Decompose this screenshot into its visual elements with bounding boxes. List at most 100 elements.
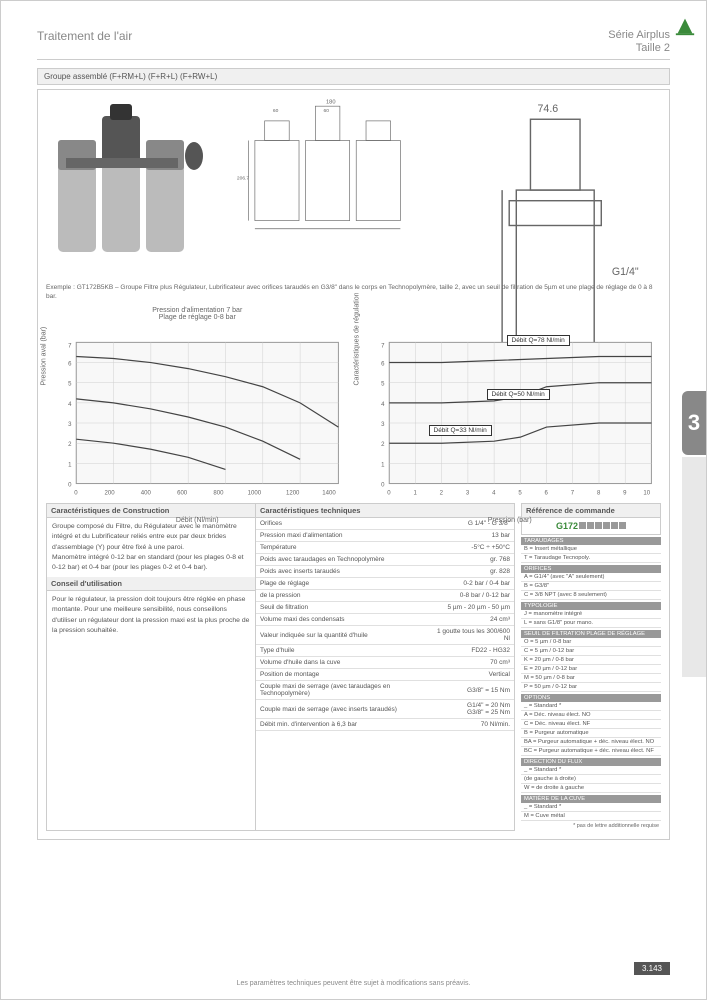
header-series: Série Airplus [608, 29, 670, 42]
ref-group-table: TYPOLOGIEJ = manomètre intégréL = sans G… [521, 602, 661, 628]
chart-flow-xlabel: Débit (Nl/min) [46, 517, 349, 524]
ref-option: W = de droite à gauche [521, 784, 661, 793]
ref-group-table: ORIFICESA = G1/4" (avec "A" seulement)B … [521, 565, 661, 600]
tech-value: 13 bar [431, 530, 514, 542]
footer: Les paramètres techniques peuvent être s… [1, 980, 706, 987]
ref-option: C = 5 µm / 0-12 bar [521, 647, 661, 656]
tech-value: -5°C ÷ +50°C [431, 542, 514, 554]
tech-value: G1/4" = 20 Nm G3/8" = 25 Nm [431, 700, 514, 719]
tech-value: gr. 828 [431, 566, 514, 578]
ref-option: B = Insert métallique [521, 545, 661, 554]
chart-regulation: Caractéristiques de régulation [359, 307, 662, 497]
product-photo [46, 98, 226, 268]
svg-text:1400: 1400 [322, 491, 336, 497]
ref-option: J = manomètre intégré [521, 610, 661, 619]
ref-option: BC = Purgeur automatique + déc. niveau é… [521, 747, 661, 756]
reference-footnote: * pas de lettre additionnelle requise [521, 821, 661, 831]
svg-text:400: 400 [141, 491, 152, 497]
svg-text:800: 800 [213, 491, 224, 497]
svg-text:0: 0 [74, 491, 78, 497]
header-left: Traitement de l'air [37, 29, 132, 43]
tech-label: Position de montage [256, 669, 431, 681]
ref-option: C = 3/8 NPT (avec 8 seulement) [521, 591, 661, 600]
ref-group-table: MATIÈRE DE LA CUVE_ = Standard *M = Cuve… [521, 795, 661, 821]
construction-col: Caractéristiques de Construction Groupe … [46, 503, 256, 831]
ref-option: BA = Purgeur automatique + déc. niveau é… [521, 738, 661, 747]
ref-group-header: MATIÈRE DE LA CUVE [521, 795, 661, 803]
tech-label: Poids avec taraudages en Technopolymère [256, 554, 431, 566]
svg-text:3: 3 [465, 491, 469, 497]
ref-option: P = 50 µm / 0-12 bar [521, 683, 661, 692]
ref-option: M = Cuve métal [521, 812, 661, 821]
ref-option: _ = Standard * [521, 766, 661, 775]
ref-option: A = G1/4" (avec "A" seulement) [521, 573, 661, 582]
ref-option: T = Taraudage Tecnopoly. [521, 554, 661, 563]
svg-text:2: 2 [439, 491, 443, 497]
tech-value: 0-8 bar / 0-12 bar [431, 590, 514, 602]
reference-groups: TARAUDAGESB = Insert métalliqueT = Tarau… [521, 537, 661, 821]
charts-row: Pression d'alimentation 7 bar Plage de r… [46, 307, 661, 497]
header-size: Taille 2 [608, 42, 670, 55]
tech-value: Vertical [431, 669, 514, 681]
svg-text:600: 600 [177, 491, 188, 497]
ref-option: _ = Standard * [521, 702, 661, 711]
svg-text:60: 60 [324, 108, 330, 114]
tech-label: Poids avec inserts taraudés [256, 566, 431, 578]
side-tab: 3 [682, 391, 706, 455]
svg-text:1000: 1000 [248, 491, 262, 497]
tech-label: Pression maxi d'alimentation [256, 530, 431, 542]
svg-text:6: 6 [68, 362, 72, 368]
reference-col: Référence de commande G172 TARAUDAGESB =… [521, 503, 661, 831]
drawing-front: 180 60 60 206.7 [232, 98, 445, 239]
ref-group-table: OPTIONS_ = Standard *A = Déc. niveau éle… [521, 694, 661, 756]
svg-text:6: 6 [381, 362, 385, 368]
ref-option: C = Déc. niveau élect. NF [521, 720, 661, 729]
tech-label: de la pression [256, 590, 431, 602]
content-box: 180 60 60 206.7 7 4 [37, 89, 670, 840]
tech-value: 24 cm³ [431, 614, 514, 626]
ref-group-table: SEUIL DE FILTRATION PLAGE DE RÉGLAGEO = … [521, 630, 661, 692]
svg-text:5: 5 [381, 382, 385, 388]
page-number: 3.143 [634, 962, 670, 975]
svg-text:7: 7 [381, 344, 385, 350]
page: Traitement de l'air Série Airplus Taille… [0, 0, 707, 1000]
svg-text:4: 4 [381, 402, 385, 408]
svg-text:0: 0 [387, 491, 391, 497]
ref-group-header: DIRECTION DU FLUX [521, 758, 661, 766]
chart-reg-spacer [359, 307, 662, 321]
tech-label: Seuil de filtration [256, 602, 431, 614]
ref-option: K = 20 µm / 0-8 bar [521, 656, 661, 665]
ref-option: M = 50 µm / 0-8 bar [521, 674, 661, 683]
tech-value: gr. 768 [431, 554, 514, 566]
svg-text:7: 7 [68, 344, 72, 350]
svg-text:3: 3 [381, 422, 385, 428]
ref-option: (de gauche à droite) [521, 775, 661, 784]
advice-title: Conseil d'utilisation [47, 577, 255, 591]
specs-row: Caractéristiques de Construction Groupe … [46, 503, 661, 831]
tech-label: Type d'huile [256, 645, 431, 657]
technical-drawings: 180 60 60 206.7 74 [232, 98, 661, 278]
svg-text:10: 10 [643, 491, 650, 497]
svg-text:60: 60 [273, 108, 279, 114]
ref-option: _ = Standard * [521, 803, 661, 812]
svg-text:206.7: 206.7 [237, 176, 250, 182]
brand-logo [674, 15, 696, 37]
ref-option: B = Purgeur automatique [521, 729, 661, 738]
chart-reg-xlabel: Pression (bar) [359, 517, 662, 524]
tech-label: Température [256, 542, 431, 554]
ref-option: L = sans G1/8" pour mano. [521, 619, 661, 628]
top-row: 180 60 60 206.7 74 [46, 98, 661, 278]
header: Traitement de l'air Série Airplus Taille… [37, 29, 670, 60]
chart-reg-ylabel: Caractéristiques de régulation [353, 293, 360, 386]
side-tab-bg [682, 457, 706, 677]
svg-text:1200: 1200 [286, 491, 300, 497]
ref-option: O = 5 µm / 0-8 bar [521, 638, 661, 647]
svg-text:1: 1 [381, 463, 385, 469]
svg-text:4: 4 [68, 402, 72, 408]
svg-text:7: 7 [570, 491, 574, 497]
tech-value: G3/8" = 15 Nm [431, 681, 514, 700]
ref-group-header: ORIFICES [521, 565, 661, 573]
tech-label: Débit min. d'intervention à 6,3 bar [256, 719, 431, 731]
header-right: Série Airplus Taille 2 [608, 29, 670, 55]
tech-label: Volume d'huile dans la cuve [256, 657, 431, 669]
